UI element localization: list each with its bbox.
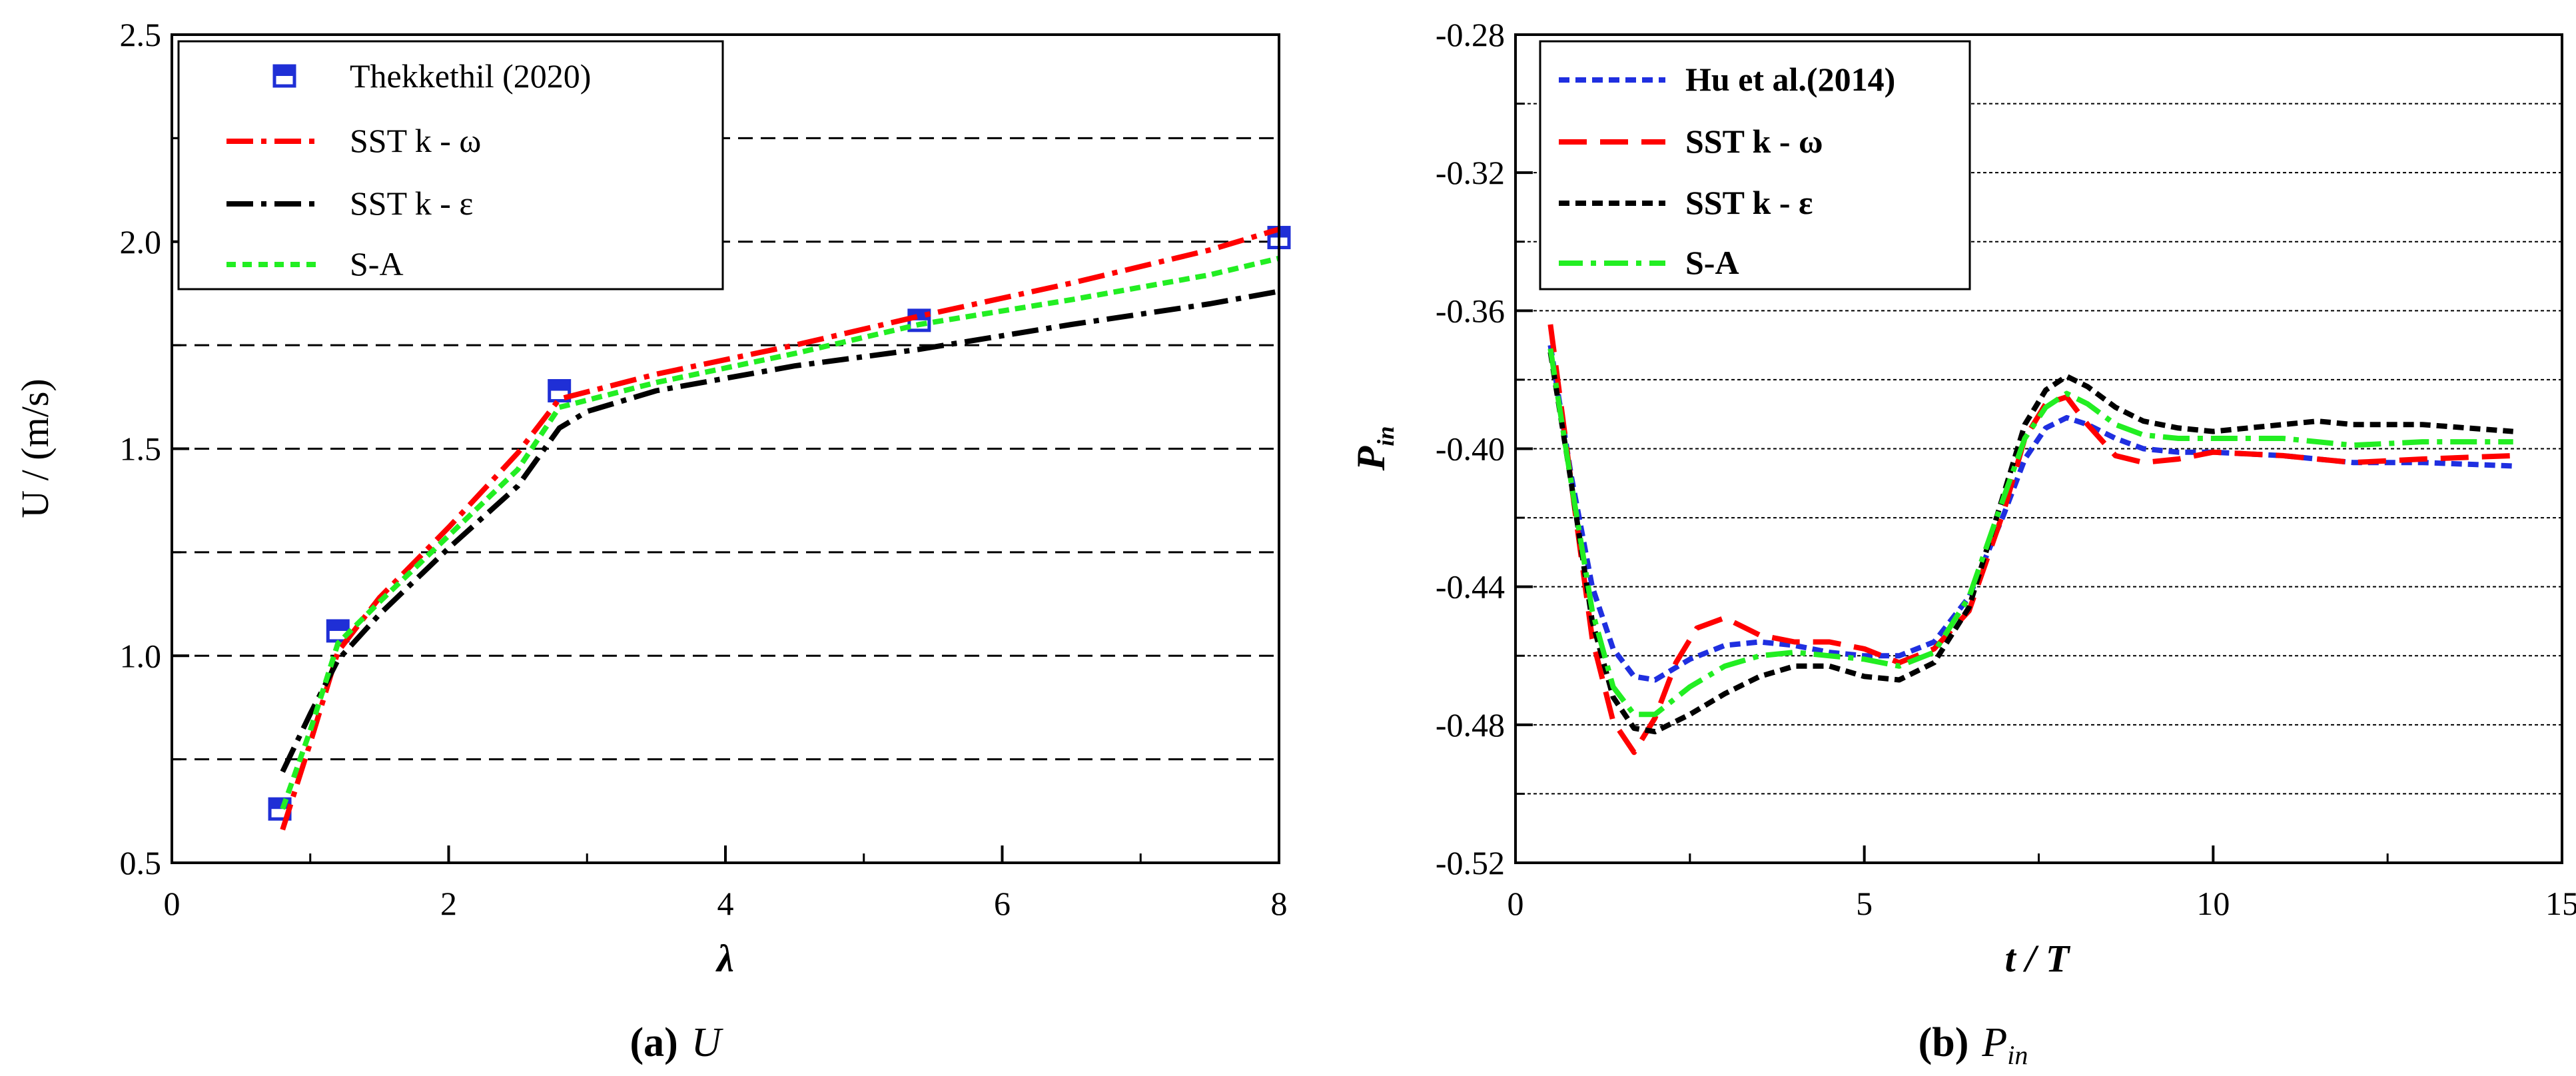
panel-b-ticks: 0 5 10 15 -0.52 -0.48 -0.44 -0.40 -0.36 -0.32 -0.2… bbox=[1436, 16, 2576, 922]
panel-b-gridlines bbox=[1515, 103, 2562, 795]
panel-a-y-tick-label: 1.5 bbox=[120, 430, 162, 468]
panel-a-point-marker-fill bbox=[328, 620, 348, 631]
panel-a-y-tick-label: 2.0 bbox=[120, 223, 162, 261]
panel-b-y-axis-label-symbol: P bbox=[1349, 445, 1393, 471]
panel-b-series-sst-k-2 bbox=[1547, 351, 2514, 735]
panel-a-series bbox=[268, 226, 1291, 831]
panel-b-x-tick-label: 10 bbox=[2196, 885, 2230, 922]
panel-a-caption-label: (a) bbox=[630, 1020, 677, 1065]
panel-b-legend: Hu et al.(2014) SST k - ω SST k - ε S-A bbox=[1539, 40, 1971, 290]
panel-a-legend-label-thekkethil: Thekkethil (2020) bbox=[350, 57, 591, 95]
panel-a-legend-box bbox=[177, 40, 724, 290]
panel-a-ticks: 0 2 4 6 8 0.5 1.0 1.5 2.0 2.5 bbox=[120, 16, 1288, 922]
panel-a-y-tick-label: 0.5 bbox=[120, 844, 162, 881]
panel-a-x-tick-label: 6 bbox=[994, 885, 1011, 922]
panel-a-x-tick-label: 2 bbox=[440, 885, 457, 922]
panel-b-legend-label-sst-komega: SST k - ω bbox=[1685, 123, 1823, 160]
panel-a-x-tick-label: 8 bbox=[1271, 885, 1288, 922]
panel-b-caption-subscript: in bbox=[2007, 1040, 2028, 1070]
panel-b-y-tick-label: -0.32 bbox=[1436, 154, 1505, 191]
panel-a-x-axis-label: λ bbox=[715, 937, 734, 980]
panel-a-series-sst-k-2 bbox=[280, 288, 1280, 774]
panel-b-y-axis-label: Pin bbox=[1349, 426, 1399, 472]
panel-b-x-tick-label: 0 bbox=[1507, 885, 1524, 922]
panel-a-legend-label-sst-komega: SST k - ω bbox=[350, 122, 481, 159]
panel-a-series-sst-k-1 bbox=[280, 227, 1280, 831]
panel-a-series-s-a-3 bbox=[280, 255, 1280, 810]
panel-a-y-axis-label: U / (m/s) bbox=[13, 378, 57, 518]
panel-b-caption-label: (b) bbox=[1919, 1020, 1969, 1065]
panel-b-series-s-a-3 bbox=[1547, 348, 2513, 718]
panel-b-y-axis-label-subscript: in bbox=[1372, 426, 1399, 446]
panel-b-pin-vs-time: 0 5 10 15 -0.52 -0.48 -0.44 -0.40 -0.36 -0.32 -0.2… bbox=[1349, 16, 2576, 1070]
panel-b-legend-label-sa: S-A bbox=[1685, 244, 1739, 281]
panel-b-y-tick-label: -0.44 bbox=[1436, 568, 1505, 606]
panel-a-legend-label-sst-keps: SST k - ε bbox=[350, 185, 473, 222]
panel-b-x-tick-label: 5 bbox=[1856, 885, 1873, 922]
panel-b-series bbox=[1547, 324, 2514, 756]
panel-b-series-sst-k-1 bbox=[1547, 324, 2513, 756]
panel-a-x-tick-label: 0 bbox=[164, 885, 181, 922]
panel-b-y-tick-label: -0.36 bbox=[1436, 292, 1505, 329]
panel-b-caption: (b) Pin bbox=[1919, 1020, 2028, 1070]
panel-a-y-tick-label: 1.0 bbox=[120, 637, 162, 674]
panel-a-y-tick-label: 2.5 bbox=[120, 16, 162, 53]
panel-b-x-tick-label: 15 bbox=[2545, 885, 2576, 922]
panel-a-legend: Thekkethil (2020) SST k - ω SST k - ε S-… bbox=[177, 40, 724, 290]
panel-b-y-tick-label: -0.28 bbox=[1436, 16, 1505, 53]
panel-b-legend-label-sst-keps: SST k - ε bbox=[1685, 184, 1813, 221]
panel-b-y-tick-label: -0.40 bbox=[1436, 430, 1505, 468]
panel-b-y-tick-label: -0.48 bbox=[1436, 706, 1505, 744]
panel-a-legend-label-sa: S-A bbox=[350, 245, 404, 282]
panel-b-y-tick-label: -0.52 bbox=[1436, 844, 1505, 881]
panel-a-u-vs-lambda: 0 2 4 6 8 0.5 1.0 1.5 2.0 2.5 U / (m/s) λ Thekket… bbox=[13, 16, 1291, 1065]
panel-b-caption-symbol: P bbox=[1981, 1020, 2007, 1065]
panel-a-caption-symbol: U bbox=[691, 1020, 724, 1065]
panel-a-x-tick-label: 4 bbox=[717, 885, 734, 922]
panel-a-point-marker-fill bbox=[549, 380, 570, 391]
panel-a-caption: (a) U bbox=[630, 1020, 723, 1065]
panel-b-series-hu-et-al-2014-0 bbox=[1547, 344, 2513, 683]
panel-b-legend-label-hu: Hu et al.(2014) bbox=[1685, 61, 1895, 98]
panel-a-legend-marker-fill bbox=[274, 66, 294, 76]
panel-b-x-axis-label: t / T bbox=[2005, 937, 2071, 980]
